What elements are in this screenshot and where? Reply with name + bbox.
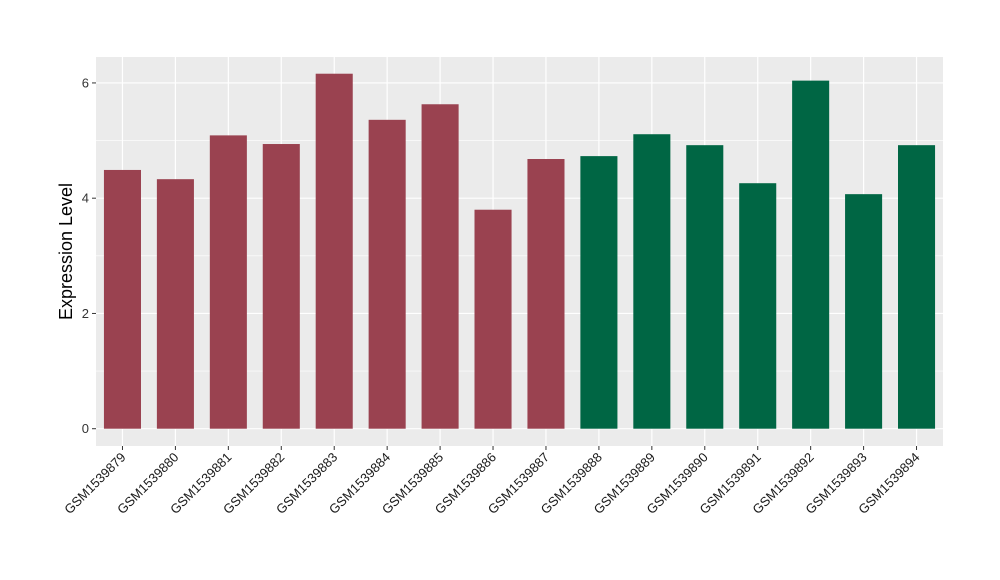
bar — [156, 179, 194, 429]
bars — [103, 73, 936, 429]
bar — [262, 144, 300, 429]
bar — [474, 209, 512, 429]
bar — [792, 80, 830, 429]
bar — [315, 73, 353, 429]
bar — [527, 159, 565, 429]
bar — [209, 135, 247, 429]
bar — [368, 119, 406, 429]
bar — [103, 169, 141, 429]
bar — [633, 134, 671, 429]
bar — [739, 183, 777, 429]
y-axis-title: Expression Level — [56, 183, 76, 320]
x-axis: GSM1539879GSM1539880GSM1539881GSM1539882… — [61, 446, 923, 517]
y-axis: 0 2 4 6 — [82, 75, 96, 436]
y-tick-label: 4 — [82, 191, 89, 206]
bar — [845, 194, 883, 429]
bar — [898, 145, 936, 429]
bar — [421, 104, 459, 429]
y-tick-label: 0 — [82, 421, 89, 436]
y-tick-label: 2 — [82, 306, 89, 321]
y-tick-label: 6 — [82, 75, 89, 90]
bar — [580, 156, 618, 429]
bar — [686, 145, 724, 429]
